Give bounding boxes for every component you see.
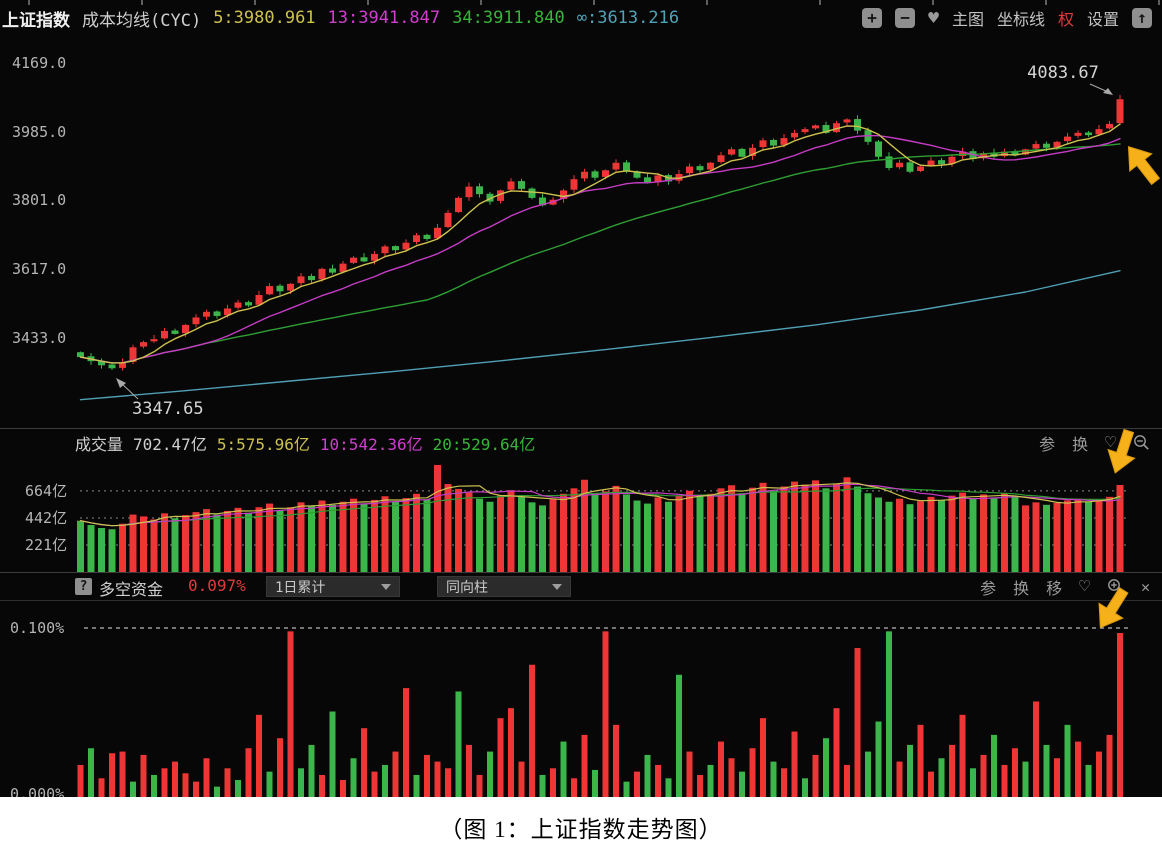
volume-chart[interactable]: [0, 456, 1162, 572]
favorite-icon[interactable]: ♡: [1079, 575, 1090, 597]
favorite-icon[interactable]: ♡: [1105, 431, 1116, 453]
move-pane-button[interactable]: 移: [1046, 578, 1063, 598]
expand-button[interactable]: ↑: [1132, 8, 1152, 28]
cyc13-value: 13:3941.847: [327, 8, 441, 28]
price-axis-label: 3617.0: [12, 260, 67, 278]
volume-ma5: 5:575.96亿: [216, 434, 310, 454]
style-dropdown-value: 同向柱: [446, 579, 488, 596]
funds-axis-label-bottom: 0.000%: [10, 785, 65, 797]
price-axis-label: 3801.0: [12, 191, 67, 209]
magnifier-plus-icon: [1108, 579, 1123, 594]
cyc34-value: 34:3911.840: [452, 8, 565, 28]
menu-rights-adjust[interactable]: 权: [1057, 10, 1074, 29]
price-axis-label: 4169.0: [12, 54, 67, 72]
close-pane-button[interactable]: ✕: [1140, 577, 1150, 596]
magnifier-minus-icon: [1134, 435, 1149, 450]
indicator-name: 成本均线(CYC): [82, 10, 202, 31]
switch-indicator-button[interactable]: 换: [1013, 578, 1030, 598]
volume-header: 成交量 702.47亿 5:575.96亿 10:542.36亿 20:529.…: [0, 428, 1162, 456]
candlestick-series: [77, 94, 1124, 371]
param-button[interactable]: 参: [980, 578, 997, 598]
switch-indicator-button[interactable]: 换: [1072, 434, 1089, 454]
volume-title: 成交量: [75, 434, 124, 454]
volume-axis-label: 221亿: [25, 536, 68, 554]
high-price-label: 4083.67: [1027, 63, 1099, 83]
menu-settings[interactable]: 设置: [1086, 10, 1119, 29]
chevron-down-icon: [381, 583, 391, 590]
top-axis-ticks: [0, 0, 1162, 5]
symbol-name: 上证指数: [2, 10, 70, 31]
volume-axis-label: 664亿: [25, 482, 68, 500]
cyc5-value: 5:3980.961: [213, 8, 316, 28]
favorite-icon[interactable]: ♥: [928, 7, 939, 29]
volume-current: 702.47亿: [133, 434, 207, 454]
period-dropdown[interactable]: 1日累计: [266, 576, 400, 597]
zoom-out-button[interactable]: −: [895, 8, 916, 28]
menu-axis-line[interactable]: 坐标线: [996, 10, 1045, 29]
menu-main-chart[interactable]: 主图: [951, 10, 984, 29]
funds-header: ? 多空资金 0.097% 1日累计 同向柱 参 换 移 ♡: [0, 572, 1162, 601]
zoom-in-button[interactable]: +: [862, 8, 883, 28]
param-button[interactable]: 参: [1039, 434, 1056, 454]
cycinf-value: ∞:3613.216: [576, 8, 680, 28]
toolbar: 上证指数 成本均线(CYC) 5:3980.961 13:3941.847 34…: [0, 4, 1162, 32]
funds-axis-label-top: 0.100%: [10, 619, 65, 637]
style-dropdown[interactable]: 同向柱: [437, 576, 571, 597]
volume-axis-label: 442亿: [25, 509, 68, 527]
low-price-label: 3347.65: [132, 399, 204, 419]
period-dropdown-value: 1日累计: [275, 579, 326, 596]
volume-ma10: 10:542.36亿: [319, 434, 423, 454]
help-button[interactable]: ?: [75, 578, 92, 595]
price-axis-label: 3433.0: [12, 329, 67, 347]
funds-series: [77, 631, 1123, 797]
collapse-pane-button[interactable]: [1133, 434, 1150, 451]
chevron-down-icon: [552, 583, 562, 590]
volume-ma20: 20:529.64亿: [432, 434, 536, 454]
trading-terminal: 上证指数 成本均线(CYC) 5:3980.961 13:3941.847 34…: [0, 0, 1162, 797]
funds-value: 0.097%: [188, 576, 246, 595]
funds-chart[interactable]: [0, 601, 1162, 797]
funds-title: 多空资金: [99, 580, 164, 599]
figure-caption: （图 1：上证指数走势图）: [0, 797, 1162, 856]
main-chart[interactable]: 4083.67 3347.65: [0, 30, 1162, 428]
volume-series: [77, 464, 1124, 572]
price-axis-label: 3985.0: [12, 123, 67, 141]
expand-pane-button[interactable]: [1107, 578, 1124, 595]
